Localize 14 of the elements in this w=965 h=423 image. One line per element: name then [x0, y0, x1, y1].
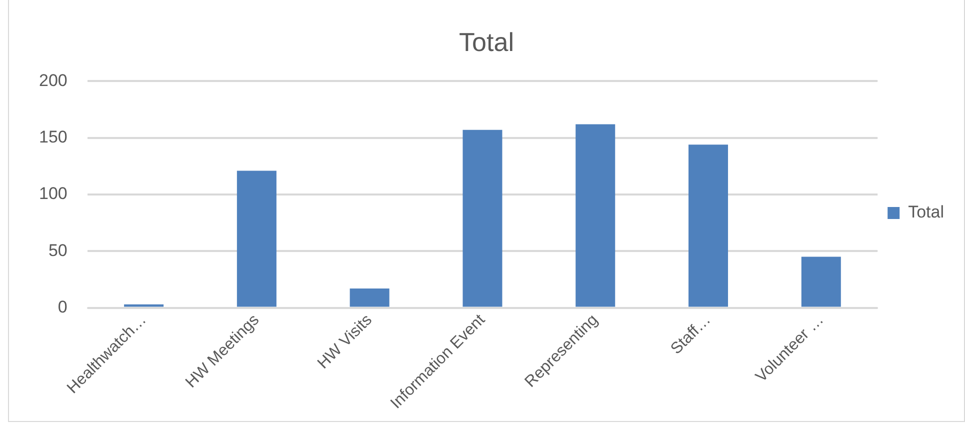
bar: [462, 130, 502, 307]
y-tick-label: 200: [38, 70, 68, 90]
y-tick-label: 50: [48, 240, 68, 260]
bar: [576, 124, 616, 307]
bar: [236, 170, 276, 307]
bar: [688, 144, 728, 307]
y-tick-label: 100: [38, 184, 68, 204]
chart-title: Total: [459, 26, 514, 57]
y-tick-label: 0: [58, 297, 68, 316]
y-tick-label: 150: [38, 128, 68, 147]
bar: [350, 288, 390, 307]
bar: [124, 304, 164, 307]
bar: [801, 256, 841, 307]
legend-label: Total: [908, 202, 944, 222]
